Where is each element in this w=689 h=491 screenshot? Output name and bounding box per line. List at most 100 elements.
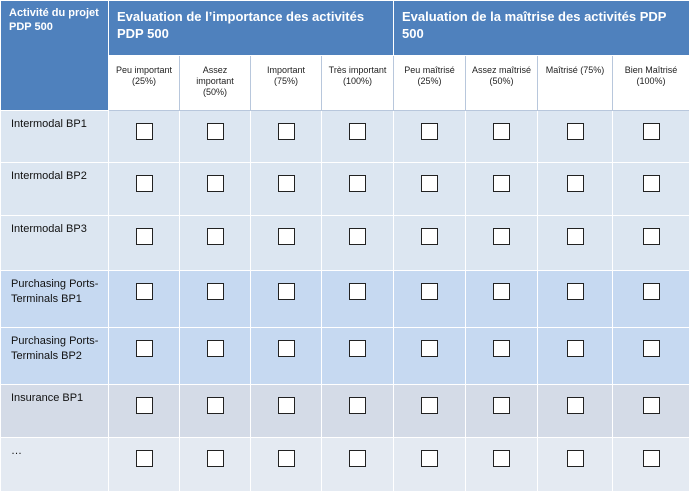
checkbox[interactable] bbox=[135, 397, 153, 414]
checkbox-cell bbox=[537, 437, 613, 491]
checkbox[interactable] bbox=[566, 123, 584, 140]
checkbox[interactable] bbox=[135, 175, 153, 192]
checkbox-cell bbox=[465, 327, 538, 385]
checkbox[interactable] bbox=[277, 450, 295, 467]
checkbox[interactable] bbox=[421, 397, 438, 414]
group-header: Evaluation de l’importance des activités… bbox=[108, 0, 394, 56]
row-label: … bbox=[0, 437, 109, 491]
checkbox[interactable] bbox=[642, 283, 660, 300]
checkbox[interactable] bbox=[493, 397, 510, 414]
subheader: Peu important (25%) bbox=[108, 55, 180, 111]
checkbox-cell bbox=[108, 110, 180, 163]
checkbox[interactable] bbox=[206, 340, 224, 357]
subheader: Assez maîtrisé (50%) bbox=[465, 55, 538, 111]
checkbox[interactable] bbox=[349, 228, 366, 245]
checkbox[interactable] bbox=[421, 340, 438, 357]
checkbox[interactable] bbox=[642, 450, 660, 467]
checkbox[interactable] bbox=[642, 123, 660, 140]
table-row: … bbox=[0, 437, 689, 491]
checkbox-cell bbox=[179, 437, 251, 491]
checkbox[interactable] bbox=[349, 283, 366, 300]
checkbox-cell bbox=[179, 110, 251, 163]
checkbox-cell bbox=[108, 270, 180, 328]
checkbox[interactable] bbox=[642, 340, 660, 357]
checkbox[interactable] bbox=[206, 450, 224, 467]
checkbox[interactable] bbox=[421, 123, 438, 140]
checkbox[interactable] bbox=[493, 123, 510, 140]
checkbox[interactable] bbox=[277, 340, 295, 357]
checkbox-cell bbox=[393, 215, 466, 271]
checkbox[interactable] bbox=[566, 397, 584, 414]
checkbox[interactable] bbox=[349, 123, 366, 140]
checkbox-cell bbox=[537, 162, 613, 216]
row-label: Insurance BP1 bbox=[0, 384, 109, 438]
table-row: Insurance BP1 bbox=[0, 384, 689, 438]
checkbox[interactable] bbox=[493, 283, 510, 300]
subheader: Peu maîtrisé (25%) bbox=[393, 55, 466, 111]
checkbox[interactable] bbox=[349, 450, 366, 467]
checkbox[interactable] bbox=[642, 228, 660, 245]
subheader: Important (75%) bbox=[250, 55, 322, 111]
checkbox[interactable] bbox=[135, 283, 153, 300]
checkbox-cell bbox=[393, 270, 466, 328]
checkbox[interactable] bbox=[135, 340, 153, 357]
checkbox-cell bbox=[321, 437, 394, 491]
checkbox[interactable] bbox=[277, 283, 295, 300]
row-label: Intermodal BP1 bbox=[0, 110, 109, 163]
checkbox[interactable] bbox=[135, 228, 153, 245]
checkbox-cell bbox=[611, 215, 689, 271]
checkbox-cell bbox=[321, 162, 394, 216]
checkbox-cell bbox=[465, 110, 538, 163]
checkbox[interactable] bbox=[566, 228, 584, 245]
checkbox-cell bbox=[465, 384, 538, 438]
checkbox-cell bbox=[250, 437, 322, 491]
checkbox-cell bbox=[393, 110, 466, 163]
checkbox-cell bbox=[393, 384, 466, 438]
checkbox[interactable] bbox=[135, 123, 153, 140]
checkbox[interactable] bbox=[642, 175, 660, 192]
checkbox[interactable] bbox=[277, 175, 295, 192]
first-column-header: Activité du projet PDP 500 bbox=[0, 0, 109, 111]
checkbox-cell bbox=[108, 327, 180, 385]
checkbox[interactable] bbox=[349, 397, 366, 414]
checkbox-cell bbox=[611, 437, 689, 491]
checkbox[interactable] bbox=[493, 340, 510, 357]
checkbox[interactable] bbox=[566, 450, 584, 467]
checkbox[interactable] bbox=[349, 340, 366, 357]
checkbox-cell bbox=[179, 327, 251, 385]
checkbox[interactable] bbox=[206, 397, 224, 414]
checkbox[interactable] bbox=[421, 228, 438, 245]
checkbox[interactable] bbox=[566, 283, 584, 300]
checkbox-cell bbox=[393, 437, 466, 491]
checkbox[interactable] bbox=[135, 450, 153, 467]
checkbox[interactable] bbox=[642, 397, 660, 414]
checkbox[interactable] bbox=[493, 175, 510, 192]
checkbox-cell bbox=[108, 384, 180, 438]
table-row: Intermodal BP2 bbox=[0, 162, 689, 216]
checkbox-cell bbox=[537, 215, 613, 271]
group-header: Evaluation de la maîtrise des activités … bbox=[392, 0, 689, 56]
checkbox[interactable] bbox=[566, 175, 584, 192]
checkbox[interactable] bbox=[421, 450, 438, 467]
checkbox-cell bbox=[321, 327, 394, 385]
checkbox[interactable] bbox=[421, 175, 438, 192]
checkbox[interactable] bbox=[566, 340, 584, 357]
checkbox[interactable] bbox=[206, 175, 224, 192]
checkbox[interactable] bbox=[206, 123, 224, 140]
checkbox[interactable] bbox=[277, 228, 295, 245]
checkbox-cell bbox=[179, 270, 251, 328]
checkbox-cell bbox=[537, 110, 613, 163]
checkbox[interactable] bbox=[206, 228, 224, 245]
subheader: Maîtrisé (75%) bbox=[537, 55, 613, 111]
table-row: Intermodal BP1 bbox=[0, 110, 689, 163]
checkbox[interactable] bbox=[493, 228, 510, 245]
checkbox[interactable] bbox=[493, 450, 510, 467]
checkbox[interactable] bbox=[349, 175, 366, 192]
checkbox[interactable] bbox=[421, 283, 438, 300]
checkbox[interactable] bbox=[277, 123, 295, 140]
checkbox[interactable] bbox=[277, 397, 295, 414]
checkbox[interactable] bbox=[206, 283, 224, 300]
checkbox-cell bbox=[250, 162, 322, 216]
row-label: Intermodal BP2 bbox=[0, 162, 109, 216]
checkbox-cell bbox=[611, 270, 689, 328]
